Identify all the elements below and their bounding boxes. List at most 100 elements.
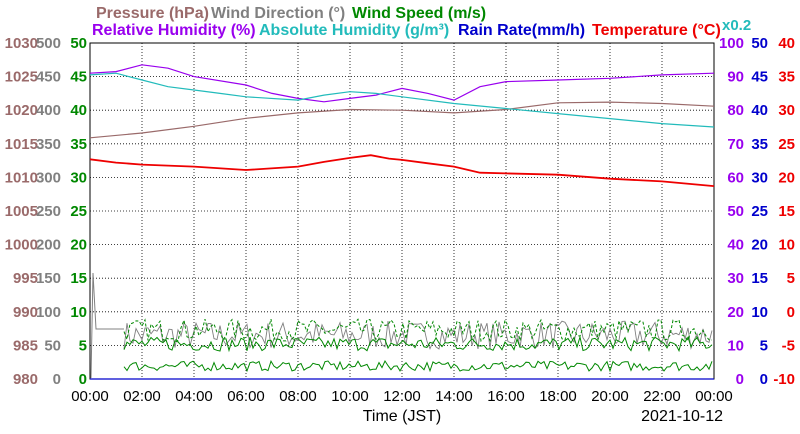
y-tick-temperature: 10 <box>778 237 795 254</box>
y-tick-humidity: 70 <box>727 136 744 153</box>
y-tick-humidity: 0 <box>736 371 744 388</box>
x-tick: 10:00 <box>331 388 369 405</box>
y-tick-humidity: 80 <box>727 102 744 119</box>
x-tick: 16:00 <box>487 388 525 405</box>
y-tick-pressure: 1015 <box>5 136 38 153</box>
y-tick-humidity: 50 <box>727 203 744 220</box>
y-tick-rain: 35 <box>751 136 768 153</box>
y-tick-wind_speed: 40 <box>70 102 87 119</box>
series-line <box>89 154 715 187</box>
y-tick-wind_speed: 5 <box>79 337 87 354</box>
x-tick: 12:00 <box>383 388 421 405</box>
wind-speed-trace <box>123 335 713 353</box>
y-tick-pressure: 990 <box>13 304 38 321</box>
y-tick-rain: 15 <box>751 270 768 287</box>
y-tick-wind_direction: 300 <box>36 169 61 186</box>
x-tick: 02:00 <box>123 388 161 405</box>
y-tick-pressure: 995 <box>13 270 38 287</box>
series-line <box>89 101 715 139</box>
y-tick-rain: 5 <box>760 337 768 354</box>
x-tick: 20:00 <box>591 388 629 405</box>
wind-noise-traces <box>90 272 713 379</box>
y-tick-wind_speed: 45 <box>70 69 87 86</box>
y-tick-humidity: 40 <box>727 237 744 254</box>
legend-wind-speed: Wind Speed (m/s) <box>352 5 486 22</box>
y-tick-temperature: 30 <box>778 102 795 119</box>
y-tick-humidity: 90 <box>727 69 744 86</box>
y-tick-pressure: 1025 <box>5 69 38 86</box>
y-tick-rain: 30 <box>751 169 768 186</box>
y-tick-wind_speed: 10 <box>70 304 87 321</box>
y-tick-pressure: 980 <box>13 371 38 388</box>
y-tick-temperature: 20 <box>778 169 795 186</box>
x-tick: 04:00 <box>175 388 213 405</box>
y-tick-rain: 50 <box>751 35 768 52</box>
legend-temperature: Temperature (°C) <box>592 22 721 39</box>
series-lines <box>89 64 715 380</box>
y-tick-wind_speed: 20 <box>70 237 87 254</box>
y-tick-wind_direction: 50 <box>44 337 61 354</box>
y-tick-rain: 0 <box>760 371 768 388</box>
legend-pressure: Pressure (hPa) <box>96 5 209 22</box>
x-tick: 22:00 <box>643 388 681 405</box>
y-tick-wind_direction: 0 <box>53 371 61 388</box>
y-tick-wind_direction: 500 <box>36 35 61 52</box>
legend-rain-rate: Rain Rate(mm/h) <box>458 22 585 39</box>
y-tick-wind_direction: 400 <box>36 102 61 119</box>
tick-labels: 1030102510201015101010051000995990985980… <box>5 35 795 405</box>
y-tick-pressure: 985 <box>13 337 38 354</box>
y-tick-temperature: 5 <box>787 270 795 287</box>
y-tick-wind_direction: 450 <box>36 69 61 86</box>
y-tick-wind_direction: 150 <box>36 270 61 287</box>
y-tick-wind_speed: 15 <box>70 270 87 287</box>
y-tick-humidity: 20 <box>727 304 744 321</box>
y-tick-wind_speed: 30 <box>70 169 87 186</box>
wind-direction-trace <box>123 320 713 351</box>
y-tick-wind_direction: 250 <box>36 203 61 220</box>
y-tick-wind_direction: 100 <box>36 304 61 321</box>
x-tick: 00:00 <box>695 388 733 405</box>
y-tick-temperature: 40 <box>778 35 795 52</box>
y-tick-rain: 20 <box>751 237 768 254</box>
y-tick-temperature: 15 <box>778 203 795 220</box>
y-tick-pressure: 1010 <box>5 169 38 186</box>
wind-direction-start <box>90 272 124 379</box>
y-tick-temperature: 25 <box>778 136 795 153</box>
x-tick: 00:00 <box>71 388 109 405</box>
chart-date: 2021-10-12 <box>641 408 723 425</box>
y-tick-temperature: 0 <box>787 304 795 321</box>
y-tick-humidity: 100 <box>719 35 744 52</box>
wind-gust-trace <box>123 318 713 343</box>
legend-relative-humidity: Relative Humidity (%) <box>92 22 256 39</box>
y-tick-humidity: 30 <box>727 270 744 287</box>
y-tick-temperature: 35 <box>778 69 795 86</box>
y-tick-pressure: 1000 <box>5 237 38 254</box>
y-tick-pressure: 1020 <box>5 102 38 119</box>
y-tick-wind_speed: 50 <box>70 35 87 52</box>
x-tick: 18:00 <box>539 388 577 405</box>
y-tick-rain: 10 <box>751 304 768 321</box>
y-tick-temperature: -5 <box>782 337 795 354</box>
wind-speed-low-trace <box>123 359 713 373</box>
y-tick-humidity: 10 <box>727 337 744 354</box>
rain-scale-note: x0.2 <box>722 17 751 34</box>
legend-wind-direction: Wind Direction (°) <box>211 5 345 22</box>
y-tick-temperature: -10 <box>773 371 795 388</box>
y-tick-pressure: 1030 <box>5 35 38 52</box>
y-tick-rain: 45 <box>751 69 768 86</box>
y-tick-rain: 40 <box>751 102 768 119</box>
x-tick: 14:00 <box>435 388 473 405</box>
y-tick-wind_direction: 350 <box>36 136 61 153</box>
series-line <box>89 64 715 103</box>
y-tick-wind_speed: 0 <box>79 371 87 388</box>
x-axis-label: Time (JST) <box>363 408 442 425</box>
legend-absolute-humidity: Absolute Humidity (g/m³) <box>259 22 449 39</box>
y-tick-wind_speed: 35 <box>70 136 87 153</box>
series-line <box>89 72 715 128</box>
x-tick: 08:00 <box>279 388 317 405</box>
y-tick-wind_speed: 25 <box>70 203 87 220</box>
y-tick-pressure: 1005 <box>5 203 38 220</box>
y-tick-wind_direction: 200 <box>36 237 61 254</box>
x-tick: 06:00 <box>227 388 265 405</box>
